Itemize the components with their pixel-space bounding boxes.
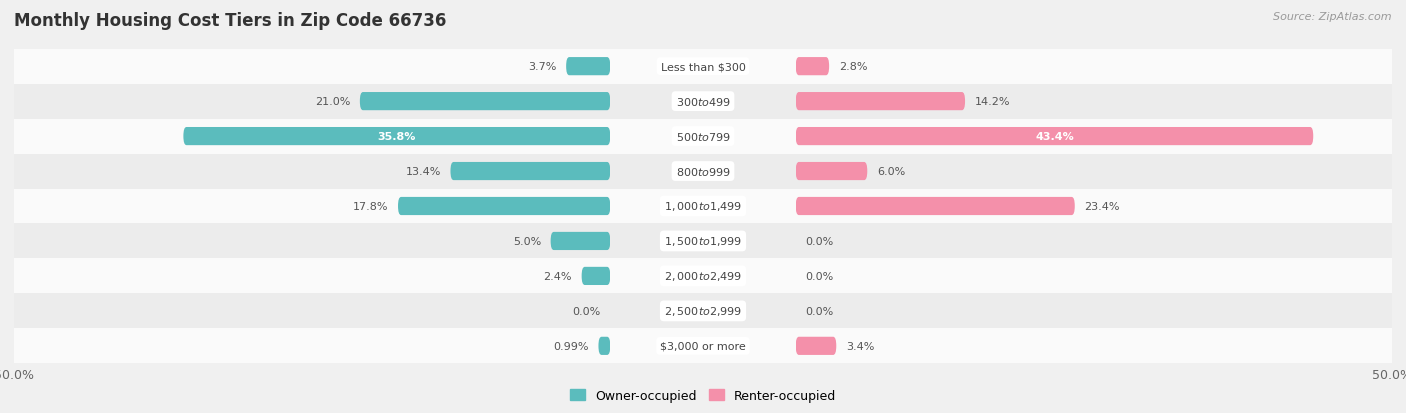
Text: 2.4%: 2.4% (544, 271, 572, 281)
Bar (796, 224, 1392, 259)
FancyBboxPatch shape (796, 337, 837, 355)
Text: 2.8%: 2.8% (838, 62, 868, 72)
FancyBboxPatch shape (599, 337, 610, 355)
Bar (796, 50, 1392, 84)
Text: $1,000 to $1,499: $1,000 to $1,499 (664, 200, 742, 213)
Text: 43.4%: 43.4% (1035, 132, 1074, 142)
Bar (796, 84, 1392, 119)
FancyBboxPatch shape (567, 58, 610, 76)
FancyBboxPatch shape (398, 197, 610, 216)
Text: 6.0%: 6.0% (877, 166, 905, 177)
Text: 3.4%: 3.4% (846, 341, 875, 351)
Text: 0.0%: 0.0% (572, 306, 600, 316)
FancyBboxPatch shape (796, 163, 868, 181)
Bar (610, 224, 796, 259)
Legend: Owner-occupied, Renter-occupied: Owner-occupied, Renter-occupied (565, 384, 841, 407)
Bar (14, 329, 610, 363)
Text: 14.2%: 14.2% (974, 97, 1010, 107)
Bar (796, 294, 1392, 329)
Text: 0.0%: 0.0% (806, 236, 834, 247)
FancyBboxPatch shape (551, 232, 610, 250)
Text: Less than $300: Less than $300 (661, 62, 745, 72)
Bar (796, 189, 1392, 224)
Bar (610, 259, 796, 294)
Text: Monthly Housing Cost Tiers in Zip Code 66736: Monthly Housing Cost Tiers in Zip Code 6… (14, 12, 447, 30)
Text: 5.0%: 5.0% (513, 236, 541, 247)
FancyBboxPatch shape (796, 93, 965, 111)
Text: 0.0%: 0.0% (806, 306, 834, 316)
Bar (610, 294, 796, 329)
Bar (796, 119, 1392, 154)
Text: 21.0%: 21.0% (315, 97, 350, 107)
Bar (796, 259, 1392, 294)
Text: 35.8%: 35.8% (378, 132, 416, 142)
Bar (610, 119, 796, 154)
FancyBboxPatch shape (450, 163, 610, 181)
FancyBboxPatch shape (796, 58, 830, 76)
Bar (14, 294, 610, 329)
Bar (14, 224, 610, 259)
FancyBboxPatch shape (360, 93, 610, 111)
Bar (14, 84, 610, 119)
Bar (14, 119, 610, 154)
Text: $800 to $999: $800 to $999 (675, 166, 731, 178)
FancyBboxPatch shape (183, 128, 610, 146)
Bar (610, 50, 796, 84)
FancyBboxPatch shape (582, 267, 610, 285)
Bar (14, 189, 610, 224)
Bar (610, 84, 796, 119)
Bar (610, 329, 796, 363)
FancyBboxPatch shape (796, 197, 1074, 216)
Text: $300 to $499: $300 to $499 (675, 96, 731, 108)
Bar (796, 154, 1392, 189)
Bar (14, 50, 610, 84)
Text: 3.7%: 3.7% (529, 62, 557, 72)
Text: 23.4%: 23.4% (1084, 202, 1119, 211)
Text: 0.0%: 0.0% (806, 271, 834, 281)
Text: $1,500 to $1,999: $1,500 to $1,999 (664, 235, 742, 248)
Text: $500 to $799: $500 to $799 (675, 131, 731, 143)
Bar (14, 259, 610, 294)
Text: 17.8%: 17.8% (353, 202, 388, 211)
Text: 13.4%: 13.4% (405, 166, 441, 177)
Text: Source: ZipAtlas.com: Source: ZipAtlas.com (1274, 12, 1392, 22)
Bar (796, 329, 1392, 363)
Text: $2,000 to $2,499: $2,000 to $2,499 (664, 270, 742, 283)
Text: 0.99%: 0.99% (554, 341, 589, 351)
FancyBboxPatch shape (796, 128, 1313, 146)
Bar (610, 154, 796, 189)
Bar (14, 154, 610, 189)
Text: $2,500 to $2,999: $2,500 to $2,999 (664, 305, 742, 318)
Text: $3,000 or more: $3,000 or more (661, 341, 745, 351)
Bar (610, 189, 796, 224)
